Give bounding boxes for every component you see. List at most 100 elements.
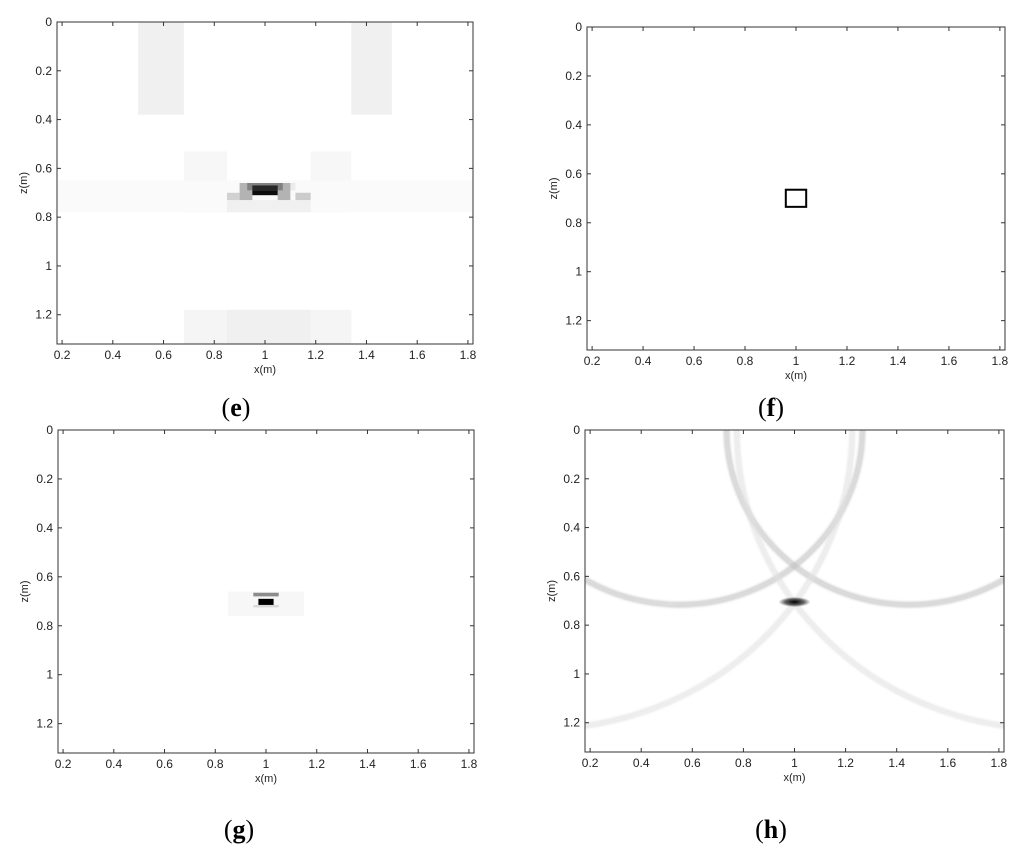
y-tick-label: 1 bbox=[575, 265, 582, 279]
panel-caption: (f) bbox=[758, 393, 784, 422]
y-tick-label: 1.2 bbox=[36, 717, 53, 731]
x-tick-label: 0.8 bbox=[737, 354, 754, 368]
y-tick-label: 0 bbox=[573, 423, 580, 437]
x-tick-label: 1.8 bbox=[992, 354, 1009, 368]
x-tick-label: 0.2 bbox=[55, 757, 72, 771]
panel-letter: h bbox=[764, 815, 779, 844]
y-tick-label: 0.4 bbox=[563, 521, 580, 535]
y-axis-label: z(m) bbox=[19, 581, 31, 603]
x-tick-label: 1.6 bbox=[409, 348, 426, 362]
y-tick-label: 0.8 bbox=[36, 619, 53, 633]
y-tick-label: 1.2 bbox=[565, 314, 582, 328]
y-tick-label: 0.8 bbox=[563, 618, 580, 632]
x-tick-label: 1.6 bbox=[941, 354, 958, 368]
x-tick-label: 1.4 bbox=[888, 756, 905, 770]
y-tick-label: 1 bbox=[46, 668, 53, 682]
x-tick-label: 1.2 bbox=[839, 354, 856, 368]
y-tick-label: 0.6 bbox=[35, 161, 52, 175]
y-tick-label: 1.2 bbox=[35, 308, 52, 322]
plot-area bbox=[57, 22, 473, 344]
plot-background bbox=[585, 430, 1004, 752]
x-tick-label: 1.8 bbox=[461, 757, 478, 771]
x-tick-label: 1 bbox=[263, 757, 270, 771]
panel-caption: (g) bbox=[224, 815, 254, 844]
y-tick-label: 0.8 bbox=[35, 210, 52, 224]
diffraction-arc bbox=[585, 430, 865, 608]
x-axis-label: x(m) bbox=[254, 364, 276, 376]
heatmap-cell bbox=[226, 192, 240, 201]
y-tick-label: 0.2 bbox=[35, 64, 52, 78]
x-tick-label: 1.2 bbox=[308, 757, 325, 771]
y-tick-label: 0.8 bbox=[565, 216, 582, 230]
panel-e: 0.2 0.4 0.6 0.8 1 1.2 1.4 1.6 1.8 0 0.2 0.4 0.6 0.8 1 1… bbox=[18, 15, 477, 422]
x-tick-label: 0.6 bbox=[155, 348, 172, 362]
y-tick-label: 0.6 bbox=[565, 167, 582, 181]
y-tick-label: 0.2 bbox=[563, 472, 580, 486]
x-tick-label: 1.6 bbox=[939, 756, 956, 770]
plot-area bbox=[585, 430, 1004, 752]
x-tick-label: 1.2 bbox=[837, 756, 854, 770]
x-tick-label: 0.8 bbox=[207, 757, 224, 771]
y-tick-label: 0.6 bbox=[36, 570, 53, 584]
focus-peak bbox=[778, 596, 811, 607]
x-tick-label: 0.2 bbox=[54, 348, 71, 362]
heatmap-cell bbox=[252, 185, 278, 191]
y-tick-label: 1 bbox=[45, 259, 52, 273]
y-tick-label: 0.6 bbox=[563, 569, 580, 583]
x-tick-label: 0.6 bbox=[686, 354, 703, 368]
panel-g: 0.2 0.4 0.6 0.8 1 1.2 1.4 1.6 1.8 0 0.2 0.4 0.6 0.8 1 1… bbox=[19, 423, 478, 844]
x-tick-label: 1.4 bbox=[358, 348, 375, 362]
x-axis-label: x(m) bbox=[784, 772, 806, 784]
panel-h: 0.2 0.4 0.6 0.8 1 1.2 1.4 1.6 1.8 0 0.2 0.4 0.6 0.8 1 1… bbox=[546, 423, 1008, 844]
panel-f: 0.2 0.4 0.6 0.8 1 1.2 1.4 1.6 1.8 0 0.2 0.4 0.6 0.8 1 1… bbox=[548, 20, 1009, 422]
heatmap-cell bbox=[253, 592, 279, 597]
y-axis-label: z(m) bbox=[546, 580, 558, 602]
x-tick-label: 1 bbox=[791, 756, 798, 770]
heatmap-cell bbox=[138, 22, 184, 115]
heatmap-cell bbox=[252, 190, 278, 196]
x-tick-label: 0.4 bbox=[104, 348, 121, 362]
y-tick-label: 1.2 bbox=[563, 716, 580, 730]
heatmap-cell bbox=[253, 604, 279, 608]
y-tick-label: 1 bbox=[573, 667, 580, 681]
x-tick-label: 1.8 bbox=[991, 756, 1008, 770]
x-tick-label: 1.2 bbox=[307, 348, 324, 362]
x-tick-label: 0.2 bbox=[582, 756, 599, 770]
x-tick-label: 1.4 bbox=[890, 354, 907, 368]
panel-letter: f bbox=[767, 393, 776, 422]
panel-letter: g bbox=[233, 815, 246, 844]
x-tick-label: 0.8 bbox=[206, 348, 223, 362]
heatmap-cell bbox=[226, 200, 311, 213]
y-tick-label: 0 bbox=[575, 20, 582, 34]
panel-caption: (e) bbox=[222, 393, 251, 422]
x-axis-label: x(m) bbox=[785, 370, 807, 382]
y-axis-label: z(m) bbox=[548, 178, 560, 200]
plot-area bbox=[587, 27, 1005, 350]
x-tick-label: 0.6 bbox=[684, 756, 701, 770]
y-tick-label: 0.2 bbox=[36, 472, 53, 486]
x-tick-label: 0.4 bbox=[635, 354, 652, 368]
x-tick-label: 0.4 bbox=[633, 756, 650, 770]
x-tick-label: 1 bbox=[793, 354, 800, 368]
panel-caption: (h) bbox=[755, 815, 787, 844]
y-tick-label: 0.4 bbox=[36, 521, 53, 535]
plot-area bbox=[58, 430, 474, 753]
x-tick-label: 0.6 bbox=[156, 757, 173, 771]
x-tick-label: 1.4 bbox=[359, 757, 376, 771]
x-tick-label: 1.6 bbox=[410, 757, 427, 771]
y-tick-label: 0.4 bbox=[565, 118, 582, 132]
x-tick-label: 0.4 bbox=[105, 757, 122, 771]
y-tick-label: 0 bbox=[46, 423, 53, 437]
x-tick-label: 1.8 bbox=[460, 348, 477, 362]
heatmap-cell bbox=[226, 309, 311, 344]
x-tick-label: 0.8 bbox=[735, 756, 752, 770]
target-box bbox=[784, 188, 808, 208]
y-tick-label: 0.4 bbox=[35, 113, 52, 127]
plot-background bbox=[587, 27, 1005, 350]
panel-letter: e bbox=[230, 393, 242, 422]
x-tick-label: 1 bbox=[262, 348, 269, 362]
y-tick-label: 0.2 bbox=[565, 69, 582, 83]
heatmap-cell bbox=[351, 22, 392, 115]
x-tick-label: 0.2 bbox=[584, 354, 601, 368]
